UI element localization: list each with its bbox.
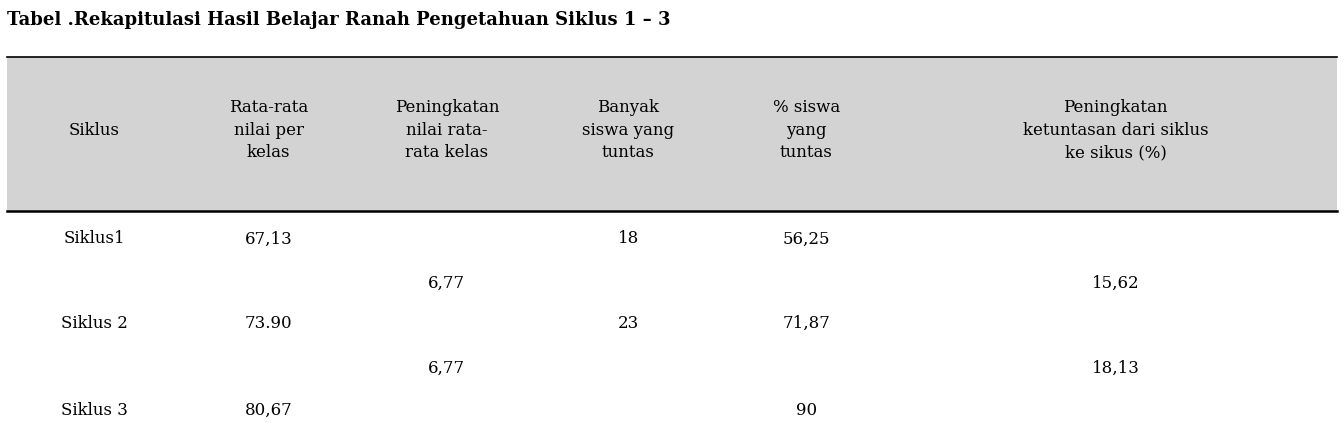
- Text: Siklus 2: Siklus 2: [60, 315, 128, 332]
- Text: 18: 18: [618, 231, 638, 247]
- Text: 90: 90: [796, 402, 817, 419]
- Bar: [7, 57, 1337, 212]
- Text: 73.90: 73.90: [245, 315, 293, 332]
- Text: 15,62: 15,62: [1091, 275, 1140, 292]
- Text: 67,13: 67,13: [245, 231, 293, 247]
- Text: Banyak
siswa yang
tuntas: Banyak siswa yang tuntas: [582, 99, 675, 162]
- Text: 6,77: 6,77: [429, 275, 465, 292]
- Text: 6,77: 6,77: [429, 360, 465, 376]
- Text: Siklus1: Siklus1: [63, 231, 125, 247]
- Text: % siswa
yang
tuntas: % siswa yang tuntas: [773, 99, 840, 162]
- Text: Rata-rata
nilai per
kelas: Rata-rata nilai per kelas: [230, 99, 308, 162]
- Text: Peningkatan
nilai rata-
rata kelas: Peningkatan nilai rata- rata kelas: [395, 99, 499, 162]
- Text: 71,87: 71,87: [782, 315, 831, 332]
- Text: 56,25: 56,25: [782, 231, 831, 247]
- Text: 18,13: 18,13: [1091, 360, 1140, 376]
- Text: 23: 23: [618, 315, 638, 332]
- Text: Siklus: Siklus: [69, 121, 120, 139]
- Text: 80,67: 80,67: [245, 402, 293, 419]
- Text: Tabel .Rekapitulasi Hasil Belajar Ranah Pengetahuan Siklus 1 – 3: Tabel .Rekapitulasi Hasil Belajar Ranah …: [7, 11, 671, 29]
- Text: Siklus 3: Siklus 3: [60, 402, 128, 419]
- Text: Peningkatan
ketuntasan dari siklus
ke sikus (%): Peningkatan ketuntasan dari siklus ke si…: [1023, 99, 1208, 162]
